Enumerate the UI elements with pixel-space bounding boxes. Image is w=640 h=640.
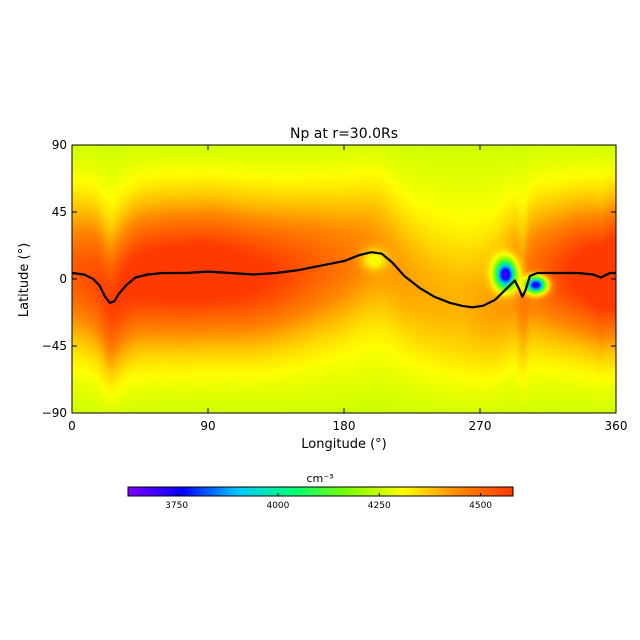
colorbar-tick-label: 4250	[368, 501, 391, 511]
chart-title: Np at r=30.0Rs	[290, 126, 398, 142]
colorbar-tick-label: 4500	[469, 501, 492, 511]
y-tick-label: −90	[42, 406, 67, 420]
y-axis-label: Latitude (°)	[17, 243, 32, 317]
colorbar-label: cm⁻³	[307, 472, 334, 485]
y-axis-ticks: −90 −45 0 45 90	[42, 138, 616, 420]
density-heatmap	[72, 145, 616, 413]
x-axis-ticks: 0 90 180 270 360	[68, 145, 627, 433]
x-axis-label: Longitude (°)	[301, 437, 386, 452]
y-tick-label: −45	[42, 339, 67, 353]
y-tick-label: 0	[59, 272, 67, 286]
x-tick-label: 360	[605, 419, 628, 433]
x-tick-label: 270	[469, 419, 492, 433]
colorbar	[127, 486, 514, 497]
neutral-line	[72, 251, 616, 309]
colorbar-tick-label: 3750	[165, 501, 188, 511]
y-tick-label: 90	[52, 138, 67, 152]
x-tick-label: 0	[68, 419, 76, 433]
x-tick-label: 90	[200, 419, 215, 433]
x-tick-label: 180	[333, 419, 356, 433]
colorbar-tick-label: 4000	[266, 501, 289, 511]
y-tick-label: 45	[52, 205, 67, 219]
colorbar-ticks: 3750 4000 4250 4500	[165, 493, 492, 511]
